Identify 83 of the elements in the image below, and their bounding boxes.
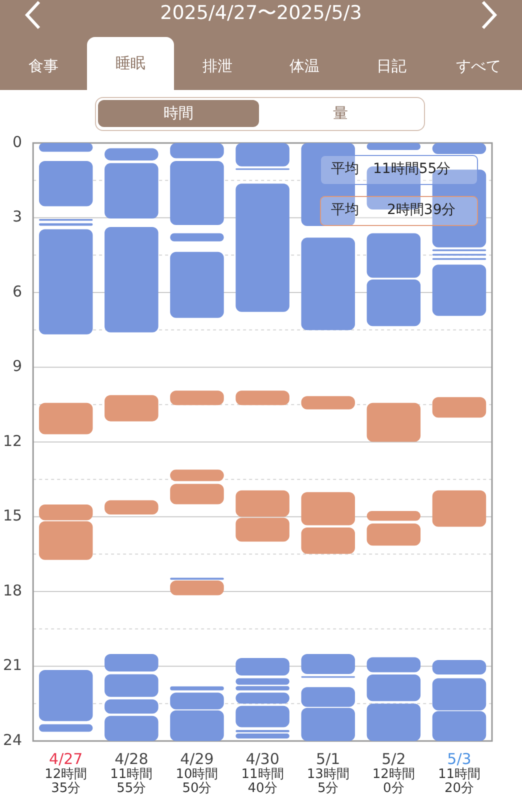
- bar: [301, 654, 355, 674]
- total-label: 13時間5分: [306, 767, 350, 796]
- annotation: 平均 11時間55分: [320, 155, 478, 185]
- y-tick-label: 9: [12, 357, 22, 376]
- chart-title: 2025/4/27〜2025/5/3: [159, 1, 363, 26]
- bar: [236, 184, 290, 312]
- bar: [104, 395, 158, 422]
- bar: [104, 148, 158, 160]
- bar: [366, 674, 421, 702]
- bar: [104, 500, 158, 515]
- total-label: 11時間55分: [109, 767, 154, 796]
- bar: [432, 397, 486, 418]
- bar: [366, 511, 421, 521]
- bar: [366, 402, 421, 442]
- y-tick-label: 24: [2, 730, 22, 749]
- bar: [366, 657, 421, 672]
- y-tick-label: 15: [2, 506, 22, 525]
- y-tick-label: 18: [2, 581, 22, 600]
- y-tick-label: 21: [2, 656, 22, 674]
- y-tick-label: 12: [2, 432, 22, 450]
- x-tick-label: 4/27: [49, 750, 83, 768]
- total-label: 12時間35分: [44, 767, 88, 796]
- x-tick-label: 5/2: [382, 750, 406, 768]
- total-label: 11時間20分: [437, 767, 482, 796]
- total-label: 12時間0分: [372, 767, 416, 796]
- x-tick-label: 4/28: [114, 750, 148, 768]
- bar: [104, 163, 158, 218]
- y-tick-label: 0: [12, 132, 22, 151]
- bar: [170, 484, 224, 504]
- bar: [366, 523, 421, 546]
- y-tick-label: 3: [12, 208, 22, 226]
- annotation: 平均 2時間39分: [320, 196, 478, 226]
- x-tick-label: 4/30: [246, 750, 280, 768]
- text: 睡眠: [87, 37, 174, 90]
- bar: [170, 686, 224, 690]
- x-tick-label: 5/3: [447, 750, 472, 768]
- bar: [301, 492, 355, 526]
- x-tick-label: 5/1: [316, 750, 340, 768]
- bar: [170, 160, 224, 225]
- bar: [236, 692, 290, 704]
- text: 日記: [376, 56, 408, 77]
- bar: [170, 390, 224, 406]
- bar: [38, 160, 93, 206]
- bar: [38, 670, 93, 722]
- y-tick-label: 6: [12, 282, 22, 300]
- bar: [38, 724, 93, 732]
- text: すべて: [455, 56, 502, 77]
- bar: [170, 143, 224, 158]
- bar: [236, 658, 290, 676]
- bar: [236, 143, 290, 166]
- bar: [301, 238, 355, 330]
- bar: [236, 734, 290, 739]
- text: 体温: [288, 56, 320, 77]
- total-label: 10時間50分: [174, 767, 220, 796]
- bar: [432, 660, 486, 674]
- bar: [170, 470, 224, 482]
- total-label: 11時間40分: [240, 767, 285, 796]
- bar: [170, 580, 224, 596]
- text: 排泄: [202, 56, 234, 77]
- bar: [432, 490, 486, 527]
- text: 量: [332, 103, 349, 124]
- bar: [236, 390, 290, 406]
- bar: [236, 706, 290, 728]
- x-tick-label: 4/29: [180, 750, 214, 768]
- bar: [432, 264, 486, 316]
- bar: [38, 229, 93, 334]
- bar: [170, 233, 224, 242]
- bar: [301, 527, 355, 554]
- text: 時間: [98, 100, 259, 127]
- bar: [366, 143, 421, 150]
- bar: [104, 716, 158, 741]
- bar: [104, 226, 158, 332]
- bar: [38, 402, 93, 434]
- text: 食事: [28, 56, 60, 77]
- bar: [104, 699, 158, 714]
- bar: [432, 143, 486, 154]
- bar: [301, 396, 355, 410]
- bar: [104, 654, 158, 672]
- bar: [38, 223, 93, 226]
- bar: [366, 704, 421, 741]
- bar: [104, 674, 158, 697]
- bar: [38, 143, 93, 152]
- bar: [170, 252, 224, 318]
